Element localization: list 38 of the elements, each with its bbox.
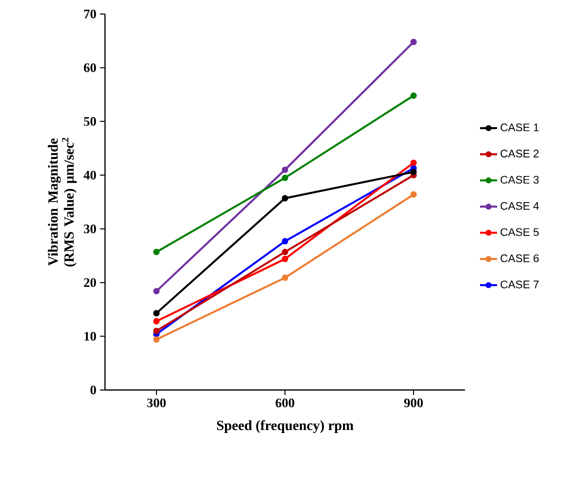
point: [153, 310, 160, 316]
point: [282, 256, 288, 262]
point: [153, 318, 160, 324]
x-tick-label: 900: [404, 398, 423, 408]
legend-label: CASE 5: [500, 228, 539, 236]
y-tick-label: 40: [84, 170, 96, 180]
point: [410, 191, 417, 198]
point: [282, 166, 288, 173]
point: [410, 168, 417, 176]
point: [153, 336, 160, 343]
legend-label: CASE 7: [500, 280, 539, 288]
point: [410, 92, 417, 99]
legend-label: CASE 2: [500, 150, 539, 158]
x-tick-label: 600: [276, 398, 294, 408]
x-axis-title: Speed (frequency) rpm: [217, 420, 354, 434]
point: [410, 160, 417, 166]
point: [153, 288, 160, 294]
legend-label: CASE 1: [500, 123, 539, 132]
y-axis-title: Vibration Magnitude (RMS Value) μm/sec$^{2}$: [48, 138, 77, 267]
y-tick-label: 50: [84, 117, 96, 126]
point: [282, 195, 288, 202]
y-tick-label: 20: [84, 278, 96, 287]
x-tick-label: 300: [147, 398, 166, 408]
point: [282, 174, 288, 182]
point: [282, 248, 288, 256]
point: [153, 248, 160, 256]
legend-label: CASE 4: [500, 202, 539, 210]
point: [282, 238, 288, 244]
y-tick-label: 10: [84, 332, 96, 341]
y-tick-label: 70: [84, 10, 96, 18]
y-tick-label: 30: [84, 224, 96, 234]
y-tick-label: 0: [90, 386, 96, 394]
legend-label: CASE 3: [500, 176, 539, 184]
point: [410, 38, 417, 46]
point: [153, 328, 160, 334]
y-tick-label: 60: [84, 63, 96, 72]
legend-label: CASE 6: [500, 254, 539, 262]
point: [282, 274, 288, 281]
